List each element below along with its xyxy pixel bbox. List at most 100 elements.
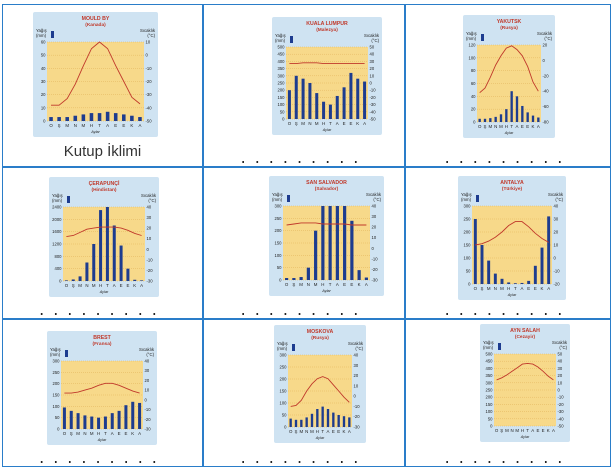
- month-label: E: [534, 286, 537, 291]
- y-right-label: Sıcaklık: [141, 193, 157, 198]
- precip-bar: [49, 117, 53, 121]
- precip-legend-swatch: [287, 195, 290, 202]
- y-left-label: Yağış: [461, 192, 472, 197]
- precip-bar: [521, 105, 524, 122]
- precip-bar: [124, 405, 128, 429]
- precip-bar: [140, 280, 144, 281]
- month-label: N: [510, 428, 513, 433]
- answer-blank[interactable]: .........: [444, 148, 572, 167]
- precip-bar: [342, 416, 346, 427]
- answer-blank[interactable]: .........: [444, 448, 572, 467]
- month-label: E: [350, 282, 353, 287]
- left-tick-label: 250: [278, 81, 286, 86]
- y-left-label: (mm): [50, 352, 61, 357]
- answer-blank[interactable]: .........: [240, 300, 368, 319]
- precip-bar: [90, 416, 94, 429]
- right-tick-label: -80: [543, 120, 550, 125]
- precip-bar: [287, 90, 291, 119]
- climate-panel: YAKUTSK (Rusya) Yağış (mm) Sıcaklık (°C) 120 10…: [405, 4, 611, 167]
- month-label: Ş: [72, 283, 75, 288]
- left-tick-label: 40: [471, 94, 476, 99]
- left-tick-label: 2000: [52, 217, 62, 222]
- month-label: M: [90, 431, 94, 436]
- precip-bar: [138, 402, 142, 429]
- precip-bar: [332, 412, 335, 427]
- climate-chart: ANTALYA(Türkiye)Yağış(mm)Sıcaklık(°C)300…: [458, 176, 566, 300]
- y-right-label: (°C): [373, 197, 381, 202]
- month-label: M: [65, 123, 69, 128]
- chart-title: BREST: [93, 335, 111, 341]
- right-tick-label: -50: [370, 117, 377, 122]
- month-label: M: [505, 428, 509, 433]
- left-tick-label: 200: [275, 228, 283, 233]
- climate-panel: KUALA LUMPUR (Malezya) Yağış (mm) Sıcaklık (°…: [203, 4, 405, 167]
- temperature-line: [496, 362, 554, 381]
- month-label: A: [336, 282, 339, 287]
- precip-bar: [335, 206, 339, 280]
- month-label: N: [83, 431, 86, 436]
- y-right-label: (°C): [544, 36, 552, 41]
- precip-bar: [499, 114, 503, 122]
- precip-bar: [483, 118, 487, 122]
- precip-bar: [97, 417, 101, 429]
- month-label: T: [329, 121, 332, 126]
- answer-blank[interactable]: .........: [240, 148, 368, 167]
- right-tick-label: 20: [354, 373, 359, 378]
- answer-blank[interactable]: .........: [444, 300, 572, 319]
- left-tick-label: 300: [53, 359, 61, 364]
- left-tick-label: 400: [55, 266, 63, 271]
- precip-bar: [285, 278, 289, 280]
- precip-bar: [480, 245, 484, 284]
- chart-subtitle: (Cezayir): [515, 334, 536, 340]
- month-label: N: [494, 286, 497, 291]
- month-label: N: [308, 121, 311, 126]
- temperature-line: [475, 221, 549, 246]
- left-tick-label: 200: [53, 381, 61, 386]
- left-tick-label: 350: [486, 373, 494, 378]
- precip-bar: [292, 278, 296, 280]
- month-label: K: [532, 124, 535, 129]
- month-label: H: [97, 431, 100, 436]
- answer-blank[interactable]: .........: [240, 448, 368, 467]
- left-tick-label: 450: [486, 359, 494, 364]
- precip-bar: [342, 87, 346, 119]
- month-label: M: [488, 124, 492, 129]
- left-tick-label: 20: [471, 107, 476, 112]
- precip-bar: [76, 413, 80, 429]
- month-label: M: [299, 282, 303, 287]
- month-label: A: [363, 121, 366, 126]
- left-tick-label: 200: [486, 395, 494, 400]
- month-label: K: [356, 121, 359, 126]
- precip-bar: [326, 409, 330, 427]
- month-label: O: [474, 286, 478, 291]
- month-label: M: [78, 283, 82, 288]
- right-tick-label: 30: [354, 363, 359, 368]
- month-label: H: [90, 123, 93, 128]
- y-left-label: (mm): [36, 33, 47, 38]
- climate-chart: MOSKOVA(Rusya)Yağış(mm)Sıcaklık(°C)30025…: [274, 325, 366, 443]
- month-label: K: [343, 429, 346, 434]
- right-tick-label: 30: [558, 366, 563, 371]
- month-label: N: [85, 283, 88, 288]
- month-label: K: [547, 428, 550, 433]
- precip-bar: [92, 244, 96, 281]
- left-tick-label: 300: [278, 73, 286, 78]
- precip-bar: [473, 219, 477, 284]
- month-label: O: [495, 428, 499, 433]
- climate-panel: AYN SALAH (Cezayir) Yağış (mm) Sıcaklık (°C) 5…: [405, 319, 611, 467]
- precip-bar: [105, 207, 109, 281]
- left-tick-label: 400: [486, 366, 494, 371]
- precip-bar: [138, 117, 142, 121]
- answer-blank[interactable]: .........: [39, 300, 166, 319]
- left-tick-label: 50: [280, 109, 285, 114]
- month-label: E: [349, 121, 352, 126]
- right-tick-label: 40: [558, 359, 563, 364]
- month-label: E: [332, 429, 335, 434]
- left-tick-label: 150: [278, 95, 286, 100]
- month-label: A: [531, 428, 534, 433]
- precip-bar: [299, 277, 303, 280]
- y-right-label: Sıcaklık: [348, 341, 364, 346]
- precip-bar: [308, 83, 312, 119]
- month-label: O: [63, 431, 67, 436]
- answer-blank[interactable]: .........: [39, 448, 166, 467]
